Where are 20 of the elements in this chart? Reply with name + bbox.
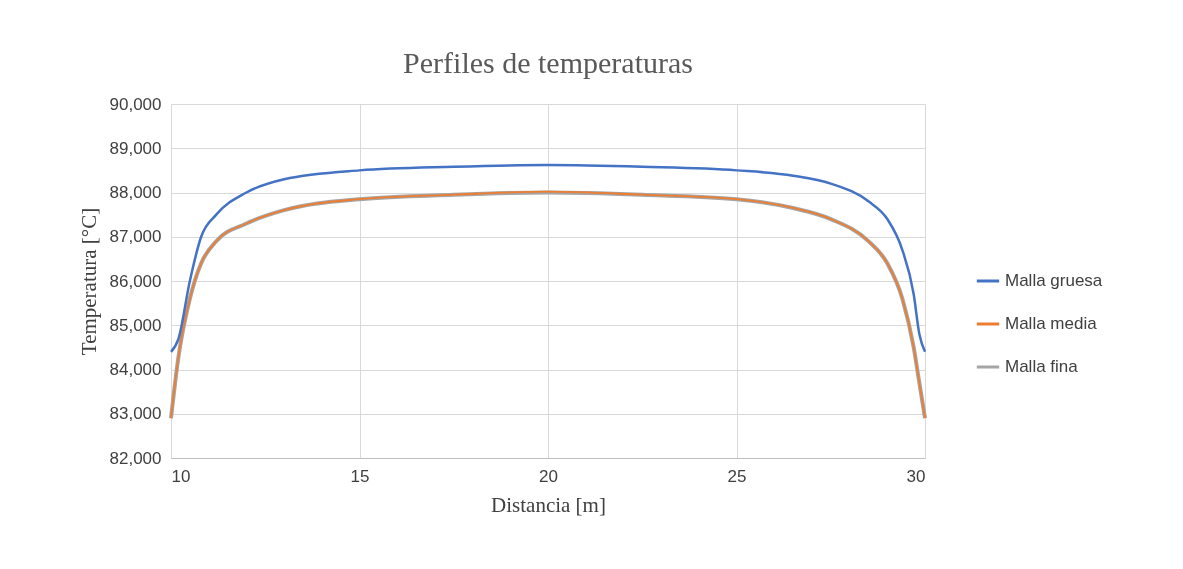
legend-label: Malla gruesa [1005, 271, 1103, 290]
y-axis-title: Temperatura [°C] [76, 207, 101, 356]
x-tick-label: 10 [171, 466, 191, 486]
legend-label: Malla media [1005, 314, 1098, 333]
y-tick-label: 85,000 [109, 315, 162, 335]
x-tick-label: 20 [539, 466, 558, 486]
chart-title: Perfiles de temperaturas [403, 46, 693, 79]
y-tick-label: 82,000 [109, 448, 162, 468]
x-tick-label: 25 [727, 466, 747, 486]
x-tick-label: 30 [906, 466, 926, 486]
y-tick-label: 83,000 [109, 404, 162, 424]
y-tick-label: 86,000 [109, 271, 162, 291]
y-tick-label: 90,000 [109, 94, 162, 114]
y-tick-label: 84,000 [109, 360, 162, 379]
y-tick-label: 87,000 [109, 227, 162, 247]
x-axis-title: Distancia [m] [491, 492, 606, 517]
y-tick-label: 88,000 [109, 183, 162, 202]
y-tick-label: 89,000 [109, 138, 162, 158]
x-tick-label: 15 [350, 466, 370, 486]
legend-label: Malla fina [1005, 357, 1079, 376]
